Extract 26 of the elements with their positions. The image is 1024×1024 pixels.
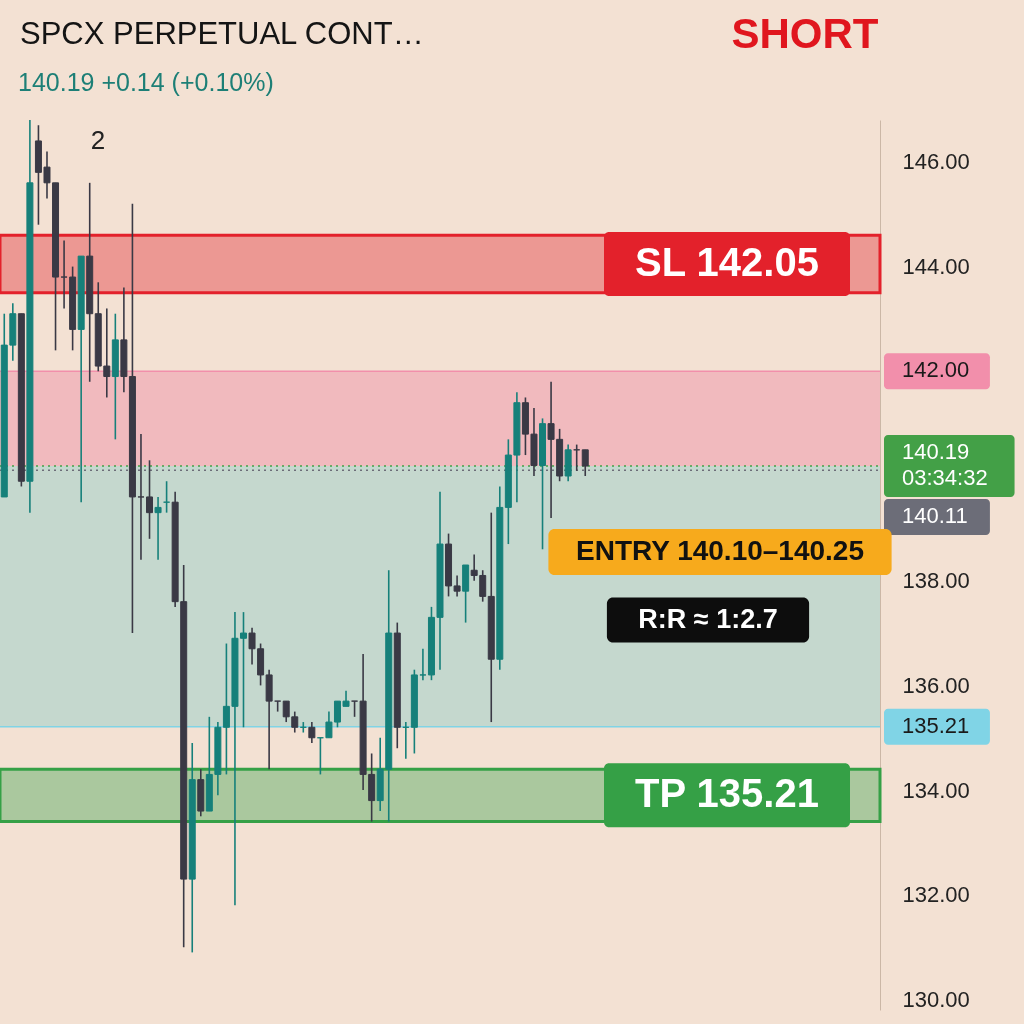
text: SHORT (731, 10, 879, 57)
ref-line-label: 140.11 (902, 503, 968, 529)
chart-title: SPCX PERPETUAL CONT… (20, 16, 424, 51)
y-tick-label: 144.00 (902, 254, 970, 280)
candlestick (154, 496, 162, 561)
chart-subtitle: 140.19 +0.14 (+0.10%) (18, 68, 274, 96)
candlestick (137, 433, 145, 561)
ref-line-label: 135.21 (902, 712, 970, 738)
candlestick (146, 459, 154, 540)
candlestick (308, 721, 316, 744)
y-tick-label: 132.00 (902, 882, 970, 908)
ref-line-label: 142.00 (902, 357, 970, 383)
candlestick (60, 239, 68, 310)
y-tick-label: 138.00 (902, 568, 970, 594)
annotation: R:R ≈ 1:2.7 (638, 604, 778, 634)
band-label: SL 142.05 (635, 239, 819, 284)
annotation: 2 (90, 125, 106, 155)
annotation: ENTRY 140.10–140.25 (576, 535, 864, 566)
y-tick-label: 134.00 (902, 777, 970, 803)
candlestick (581, 449, 589, 477)
band-label: TP 135.21 (635, 771, 819, 816)
candlestick (419, 647, 427, 681)
y-tick-label: 130.00 (902, 987, 970, 1013)
y-tick-label: 136.00 (902, 672, 970, 698)
ref-line-label: 140.19 03:34:32 (902, 439, 988, 491)
y-tick-label: 146.00 (902, 149, 970, 175)
